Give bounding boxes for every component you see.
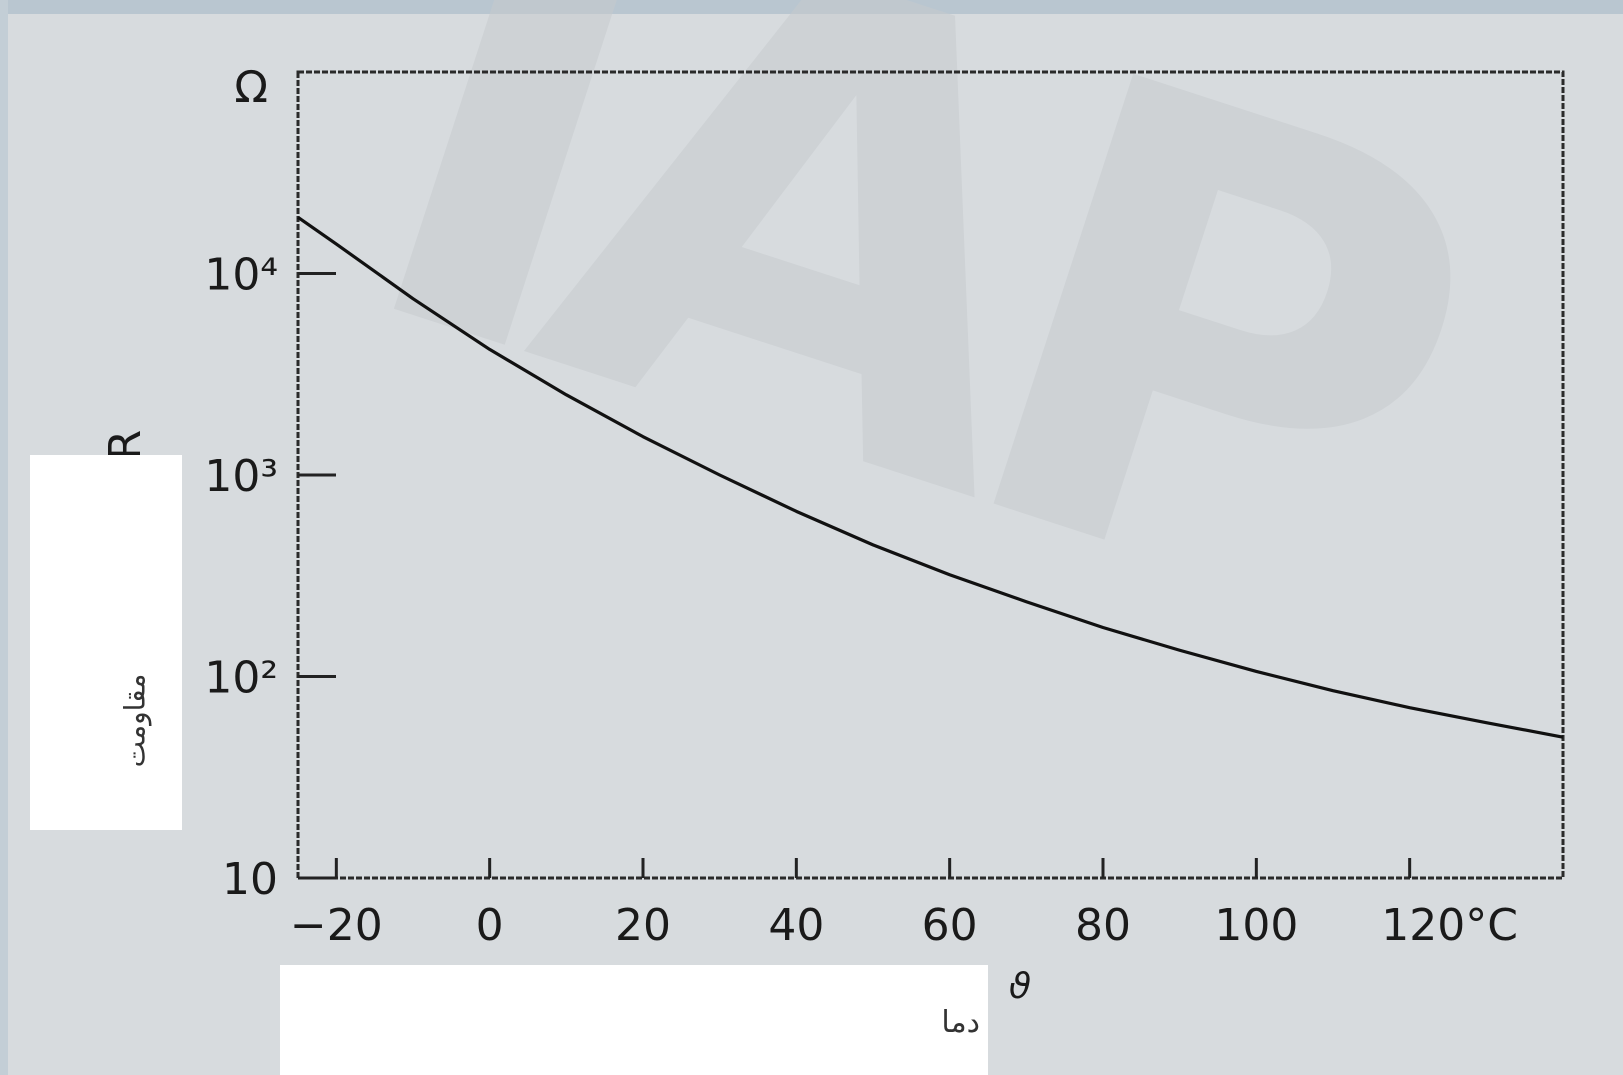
top-frame-strip: [0, 0, 1623, 14]
y-tick-label: 10⁴: [204, 250, 278, 301]
y-axis-label-fa: مقاومت: [118, 673, 152, 767]
plot-frame: [296, 70, 1565, 880]
series-layer: [297, 216, 1564, 739]
ticks-layer: [298, 272, 1412, 880]
y-tick-label: 10³: [204, 451, 278, 502]
left-frame-strip: [0, 0, 8, 1075]
x-tick-label: 60: [922, 900, 978, 951]
x-label-mask: [280, 965, 988, 1075]
series-line: [297, 216, 1564, 739]
x-tick-label: 40: [768, 900, 824, 951]
x-tick-label: 80: [1075, 900, 1131, 951]
x-tick-label: 20: [615, 900, 671, 951]
axes-layer: [296, 70, 1565, 880]
x-tick-label: 100: [1214, 900, 1298, 951]
x-tick-label: 0: [476, 900, 504, 951]
x-tick-label: −20: [290, 900, 383, 951]
y-unit-label: Ω: [234, 62, 268, 113]
x-tick-label: 120°C: [1381, 900, 1518, 951]
x-axis-label-fa: دما: [941, 1005, 980, 1040]
y-tick-label: 10: [222, 854, 278, 905]
y-label-mask: [30, 455, 182, 830]
y-tick-label: 10²: [204, 653, 278, 704]
x-axis-label: ϑ: [1009, 966, 1031, 1007]
